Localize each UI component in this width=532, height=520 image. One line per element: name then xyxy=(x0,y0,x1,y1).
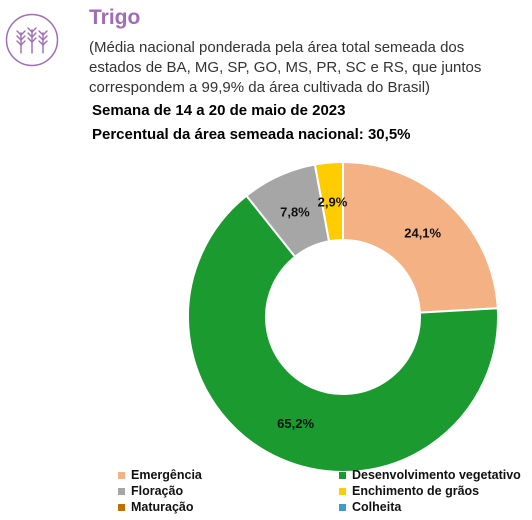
data-label-emergencia: 24,1% xyxy=(404,226,441,241)
legend-label: Colheita xyxy=(352,500,402,514)
legend-item-desenvolvimento-vegetativo: Desenvolvimento vegetativo xyxy=(339,468,521,482)
legend-swatch xyxy=(118,471,125,479)
legend-swatch xyxy=(339,503,346,511)
wheat-icon xyxy=(5,13,59,67)
legend-label: Emergência xyxy=(131,468,202,482)
legend-swatch xyxy=(339,471,346,479)
data-label-desenvolvimento-vegetativo: 65,2% xyxy=(277,416,314,431)
area-percent-label: Percentual da área semeada nacional: 30,… xyxy=(92,126,411,143)
legend-label: Enchimento de grãos xyxy=(352,484,480,498)
slice-emergencia xyxy=(342,160,499,314)
legend-swatch xyxy=(118,503,125,511)
legend-item-colheita: Colheita xyxy=(339,500,401,514)
data-label-enchimento-de-graos: 2,9% xyxy=(318,194,348,209)
week-label: Semana de 14 a 20 de maio de 2023 xyxy=(92,102,346,119)
legend-label: Maturação xyxy=(131,500,194,514)
legend-item-enchimento-de-graos: Enchimento de grãos xyxy=(339,484,479,498)
legend-label: Desenvolvimento vegetativo xyxy=(352,468,521,482)
legend-swatch xyxy=(339,487,346,495)
data-label-floracao: 7,8% xyxy=(280,204,310,219)
slice-enchimento-de-graos xyxy=(313,160,344,243)
legend-item-emergencia: Emergência xyxy=(118,468,202,482)
legend-item-floracao: Floração xyxy=(118,484,183,498)
page-title: Trigo xyxy=(89,6,141,29)
subtitle: (Média nacional ponderada pela área tota… xyxy=(89,39,482,96)
slice-desenvolvimento-vegetativo xyxy=(187,194,499,473)
legend-swatch xyxy=(118,487,125,495)
legend-label: Floração xyxy=(131,484,184,498)
legend-item-maturacao: Maturação xyxy=(118,500,194,514)
